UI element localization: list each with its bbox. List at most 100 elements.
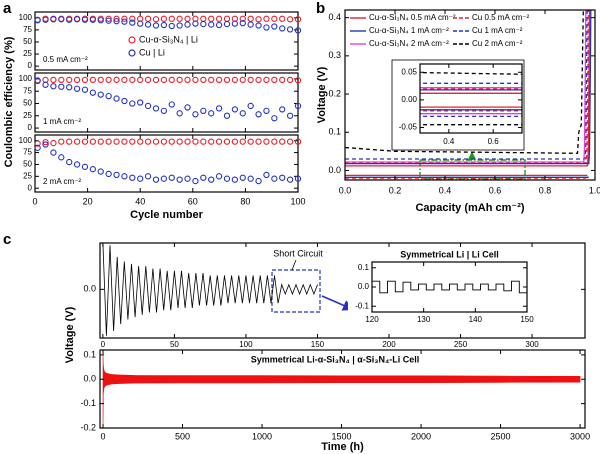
data-point [121, 138, 128, 145]
data-point [231, 106, 239, 113]
data-point [152, 105, 160, 112]
data-point [294, 27, 302, 34]
x-tick-label: 100 [290, 196, 305, 206]
x-tick-label: 20 [83, 196, 93, 206]
data-point [271, 76, 278, 84]
data-point [66, 84, 73, 91]
data-point [215, 21, 223, 29]
data-point [176, 176, 183, 183]
data-point [50, 149, 57, 156]
data-point [97, 17, 104, 24]
data-point [113, 95, 120, 102]
data-point [247, 76, 254, 84]
data-point [50, 83, 57, 90]
data-point [34, 140, 41, 147]
x-tick-label: 60 [188, 196, 198, 206]
data-point [263, 15, 270, 22]
data-point [176, 15, 183, 22]
data-point [239, 138, 246, 145]
data-point [168, 101, 175, 108]
data-point [89, 76, 97, 84]
annotation-pointer [291, 259, 297, 271]
data-point [81, 76, 89, 84]
data-point [263, 76, 270, 84]
data-point [97, 168, 104, 175]
series-line [345, 10, 584, 154]
data-point [160, 107, 168, 115]
data-point [176, 76, 183, 84]
data-point [255, 22, 262, 29]
data-point [160, 15, 168, 22]
data-point [263, 107, 270, 115]
data-point [294, 102, 302, 110]
data-point [294, 16, 302, 23]
inset-series-line [420, 88, 522, 112]
data-point [231, 176, 239, 183]
data-point [144, 138, 152, 145]
data-point [137, 175, 144, 182]
data-point [223, 175, 231, 182]
data-point [255, 138, 262, 145]
inset-series-line [420, 89, 522, 111]
data-point [192, 177, 199, 185]
x-tick-label: 0 [32, 196, 37, 206]
data-point [263, 138, 270, 145]
data-point [255, 76, 262, 84]
series-line [345, 10, 591, 177]
y-tick-label: 0 [28, 61, 33, 70]
data-point [129, 76, 136, 84]
data-point [294, 138, 302, 145]
axes-frame [34, 72, 299, 133]
data-point [89, 89, 97, 96]
y-tick-label: 0.4 [328, 12, 341, 22]
y-tick-label: -0.05 [399, 123, 418, 132]
x-tick-label: 1500 [332, 431, 352, 441]
data-point [81, 163, 89, 170]
data-point [137, 138, 144, 145]
data-point [58, 83, 65, 90]
data-point [247, 175, 254, 182]
y-tick-label: 50 [23, 99, 32, 108]
data-point [105, 138, 112, 145]
data-point [121, 15, 128, 22]
data-point [279, 25, 286, 32]
x-tick-label: 0.6 [489, 185, 502, 195]
x-axis-label: Time (h) [321, 441, 364, 453]
short-circuit-box [271, 269, 321, 313]
data-point [168, 15, 175, 22]
axes-frame [34, 11, 299, 71]
data-point [73, 85, 81, 92]
data-point [66, 158, 73, 166]
data-point [121, 97, 128, 105]
data-point [81, 16, 89, 23]
data-point [223, 20, 231, 28]
data-point [263, 171, 270, 179]
data-point [160, 21, 168, 29]
data-point [144, 21, 152, 28]
x-tick-label: 0.8 [539, 185, 552, 195]
inset-background [391, 59, 525, 151]
data-point [129, 174, 136, 181]
data-point [231, 20, 239, 27]
data-point [50, 16, 57, 23]
data-point [66, 138, 73, 145]
data-point [160, 138, 168, 145]
data-point [42, 81, 49, 88]
data-point [279, 76, 286, 84]
data-point [294, 175, 302, 182]
panel-label: b [316, 0, 325, 17]
data-point [215, 173, 223, 180]
y-tick-label: 0.3 [328, 50, 341, 60]
data-point [239, 15, 246, 22]
voltage-trace [102, 243, 318, 336]
y-tick-label: 0.2 [328, 88, 341, 98]
data-point [286, 76, 294, 84]
data-point [192, 20, 199, 27]
zoom-arrow [321, 295, 355, 311]
x-tick-label: 100 [239, 340, 253, 349]
legend-label: Cu-α-Si₃N₄ 0.5 mA cm⁻² [369, 13, 456, 22]
x-tick-label: 140 [469, 315, 483, 324]
data-point [113, 138, 120, 145]
data-point [168, 138, 175, 145]
data-point [129, 138, 136, 145]
